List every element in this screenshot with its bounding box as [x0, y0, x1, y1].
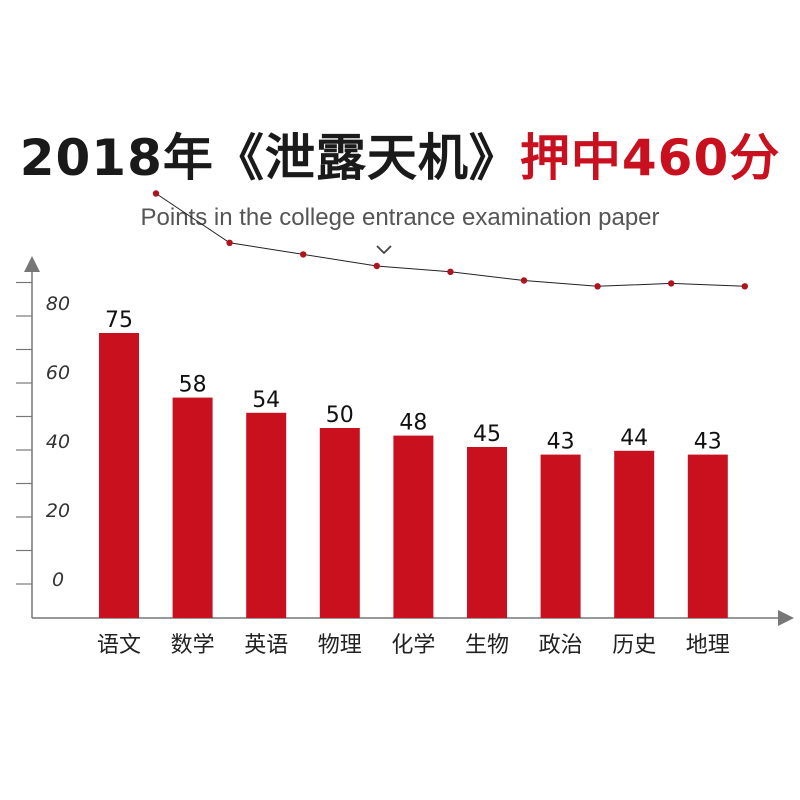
title-main: 2018年《泄露天机》 [19, 129, 520, 187]
trend-point [668, 280, 675, 287]
trend-point [594, 283, 601, 290]
x-tick-label: 英语 [244, 633, 288, 658]
trend-point [152, 190, 160, 197]
chevron-down-icon [376, 245, 392, 255]
bar [687, 454, 728, 618]
y-axis-arrow [24, 256, 40, 272]
bar [99, 333, 139, 618]
page-title: 2018年《泄露天机》押中460分 [0, 118, 800, 190]
y-tick-label: 60 [46, 362, 70, 384]
x-tick-label: 化学 [391, 633, 435, 658]
x-axis-arrow [778, 610, 794, 626]
subtitle: Points in the college entrance examinati… [140, 204, 660, 231]
data-label: 43 [694, 430, 722, 455]
y-tick-label: 80 [46, 293, 70, 315]
y-tick-label: 0 [52, 569, 64, 591]
data-label: 75 [105, 308, 133, 333]
trend-point [741, 283, 748, 290]
x-tick-label: 政治 [539, 633, 583, 658]
data-label: 44 [620, 426, 648, 451]
x-tick-label: 地理 [686, 633, 730, 658]
y-ticks: 0 20 40 60 80 [16, 281, 70, 591]
bar [172, 397, 213, 618]
bar [319, 428, 360, 618]
trend-point [300, 251, 307, 258]
data-label: 43 [547, 430, 575, 455]
trend-point [447, 268, 454, 275]
bar [614, 450, 655, 618]
bar [393, 435, 434, 618]
data-label: 50 [326, 403, 354, 428]
bar [467, 447, 507, 618]
trend-line [152, 190, 748, 290]
title-highlight: 押中460分 [519, 129, 781, 187]
data-label: 45 [473, 422, 501, 447]
data-label: 54 [252, 388, 280, 413]
trend-point [520, 277, 528, 284]
x-tick-label: 历史 [612, 633, 656, 658]
trend-point [226, 239, 233, 246]
labels: 75 语文 58 数学 54 英语 50 物理 48 化学 45 生物 43 政治 44 历史 43 地理 [97, 308, 730, 658]
y-tick-label: 40 [46, 431, 70, 453]
bar [246, 412, 287, 618]
trend-point [373, 262, 380, 270]
data-label: 48 [399, 411, 427, 436]
bar [540, 454, 581, 618]
bars [99, 333, 728, 618]
x-tick-label: 语文 [97, 633, 141, 658]
y-tick-label: 20 [46, 500, 70, 522]
data-label: 58 [179, 373, 207, 398]
x-tick-label: 数学 [171, 633, 215, 658]
x-tick-label: 物理 [318, 633, 362, 658]
x-tick-label: 生物 [465, 633, 509, 658]
